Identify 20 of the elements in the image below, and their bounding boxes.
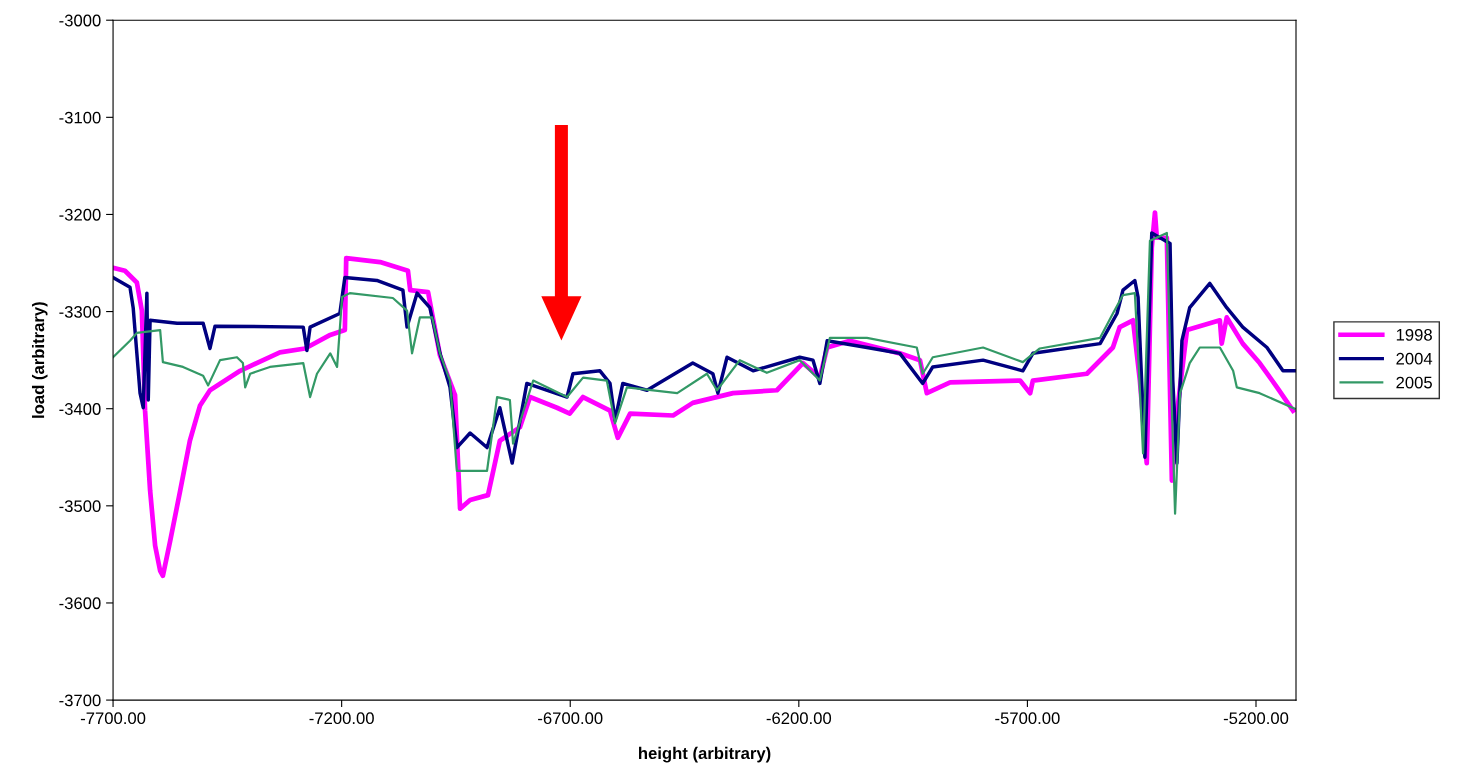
y-tick-label: -3300 [59,305,101,318]
y-tick-label: -3500 [59,500,101,513]
x-axis-title: height (arbitrary) [639,746,771,763]
y-tick-label: -3700 [59,694,101,707]
x-tick-label: -5200.00 [1223,712,1289,725]
x-tick-label: -7200.00 [309,712,374,725]
line-series [113,231,1296,515]
y-tick-label: -3200 [59,208,101,221]
x-tick-label: -7700.00 [80,712,146,725]
x-tick-label: -6700.00 [538,712,603,725]
y-tick-label: -3100 [59,111,101,124]
x-tick-label: -6200.00 [766,712,832,725]
legend-label: 2005 [1396,376,1432,389]
legend-label: 2004 [1396,352,1433,365]
y-tick-label: -3400 [59,403,101,415]
y-tick-label: -3600 [59,597,101,610]
y-axis-title: load (arbitrary) [31,302,48,418]
x-tick-label: -5700.00 [995,712,1060,725]
legend-label: 1998 [1396,328,1432,341]
y-tick-label: -3000 [59,14,101,27]
